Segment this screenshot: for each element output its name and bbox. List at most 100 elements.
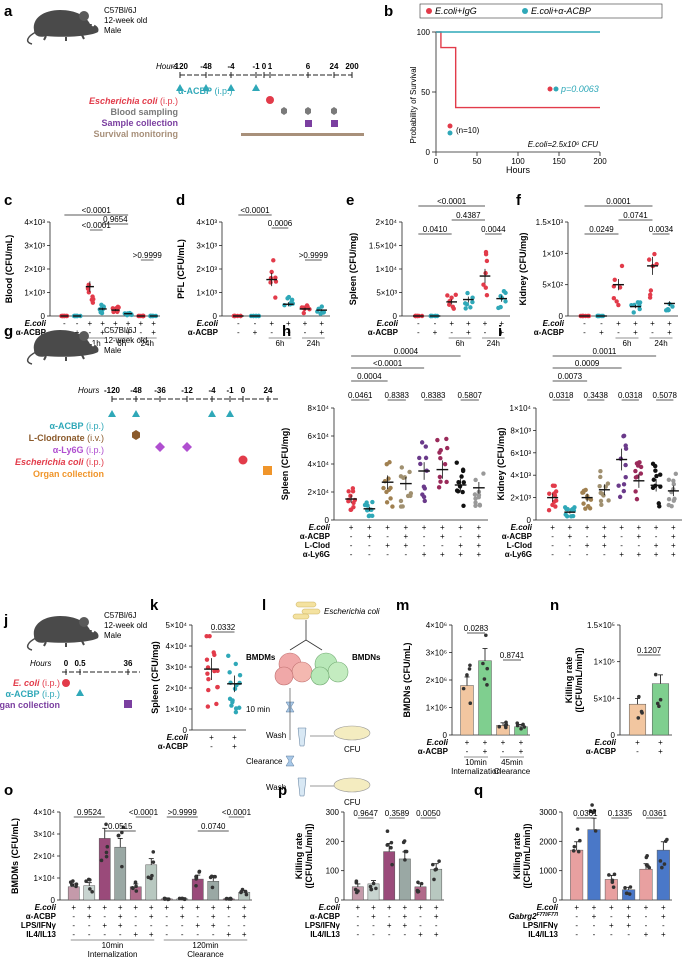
ytick-label: 6×10³ — [510, 449, 531, 458]
condition-value: + — [483, 738, 488, 747]
condition-value: + — [180, 903, 185, 912]
condition-value: - — [237, 319, 240, 328]
panel-c: c 0 1×10³ 2×10³ 3×10³ 4×10³ Blood (CFU/mL) <0.0… — [4, 192, 162, 348]
data-point — [401, 840, 406, 845]
data-point — [120, 830, 124, 835]
ylabel: ([CFU/mL/min]) — [304, 824, 314, 889]
condition-label: E.coli — [511, 523, 533, 532]
row-label-organ: Organ collection — [33, 469, 104, 479]
condition-value: - — [210, 742, 213, 751]
timeline-tick-label: -1 — [252, 62, 260, 71]
data-point — [658, 472, 663, 477]
ytick-label: 2×10⁴ — [166, 684, 188, 693]
data-point — [470, 295, 475, 300]
data-point — [226, 653, 231, 659]
condition-value: - — [368, 541, 371, 550]
panel-p: p 0 100 200 300 Killing rate ([CFU/mL/min]) 0.9… — [278, 782, 444, 939]
condition-value: - — [134, 912, 137, 921]
data-point — [598, 474, 603, 480]
data-point — [598, 498, 604, 504]
data-point — [461, 503, 466, 508]
p-value: 0.0318 — [618, 391, 643, 400]
condition-value: + — [619, 523, 624, 532]
data-point — [398, 504, 404, 509]
condition-value: + — [286, 328, 291, 337]
group-label: 6h — [623, 339, 632, 348]
data-point — [389, 845, 393, 850]
data-point — [384, 500, 390, 505]
condition-value: - — [610, 930, 613, 939]
condition-value: + — [637, 550, 642, 559]
data-point — [194, 884, 198, 888]
group-label: 24h — [487, 339, 500, 348]
condition-value: + — [458, 550, 463, 559]
lclod-marker — [132, 430, 140, 440]
ytick-label: 4×10³ — [196, 218, 217, 227]
condition-value: + — [477, 523, 482, 532]
condition-value: + — [477, 550, 482, 559]
data-point — [583, 487, 588, 493]
p-value: 0.0034 — [649, 225, 674, 234]
l-step1: 10 min — [246, 705, 270, 714]
data-point — [619, 263, 625, 269]
data-point — [321, 309, 327, 315]
data-point — [459, 474, 464, 479]
bar — [414, 886, 427, 901]
ytick-label: 4×10³ — [510, 471, 531, 480]
ytick-label: 2×10⁴ — [308, 488, 330, 497]
condition-label: E.coli — [595, 738, 617, 747]
panel-letter-j: j — [3, 612, 8, 629]
condition-value: - — [134, 921, 137, 930]
survival-bar — [241, 133, 364, 136]
data-point — [130, 885, 135, 890]
panel-letter-d: d — [176, 192, 185, 209]
p-value: 0.8741 — [500, 651, 525, 660]
data-point — [417, 455, 422, 461]
condition-value: - — [196, 912, 199, 921]
data-point — [405, 493, 411, 499]
data-point — [463, 306, 468, 311]
ytick-label: 2×10⁴ — [34, 852, 56, 861]
condition-label: L-Clod — [507, 541, 532, 550]
n-dot-blue — [447, 130, 453, 136]
condition-value: - — [423, 541, 426, 550]
data-point — [633, 489, 638, 494]
p-value: 0.0004 — [394, 347, 419, 356]
condition-value: - — [459, 532, 462, 541]
ytick-label: 0 — [183, 726, 188, 735]
data-point — [423, 455, 429, 461]
condition-value: + — [385, 523, 390, 532]
ly6g-marker — [155, 442, 165, 452]
mouse-age: 12-week old — [104, 621, 147, 630]
data-point — [346, 489, 351, 494]
data-point — [271, 258, 276, 263]
p-value: <0.0001 — [222, 808, 252, 817]
condition-value: + — [367, 523, 372, 532]
data-point — [482, 677, 487, 681]
data-point — [653, 672, 658, 677]
data-point — [437, 474, 443, 480]
ytick-label: 0 — [41, 312, 46, 321]
row-label-ecoli: E. coli (i.p.) — [13, 678, 60, 688]
data-point — [438, 455, 443, 461]
condition-value: - — [386, 550, 389, 559]
data-point — [390, 504, 395, 509]
data-point — [369, 887, 374, 892]
condition-value: - — [620, 541, 623, 550]
acbp-marker — [108, 410, 116, 417]
condition-value: + — [126, 328, 131, 337]
ytick-label: 0 — [51, 896, 56, 905]
condition-value: + — [269, 319, 274, 328]
condition-value: + — [654, 541, 659, 550]
data-point — [616, 483, 621, 488]
timeline-tick-label: -48 — [200, 62, 212, 71]
data-point — [671, 482, 676, 487]
ytick-label: 4×10⁶ — [426, 621, 447, 630]
data-point — [374, 886, 378, 891]
data-point — [134, 884, 138, 889]
data-point — [481, 282, 486, 287]
condition-value: - — [610, 912, 613, 921]
p-value: 0.0011 — [592, 347, 616, 356]
condition-value: - — [356, 930, 359, 939]
timeline-tick-label: -120 — [172, 62, 189, 71]
